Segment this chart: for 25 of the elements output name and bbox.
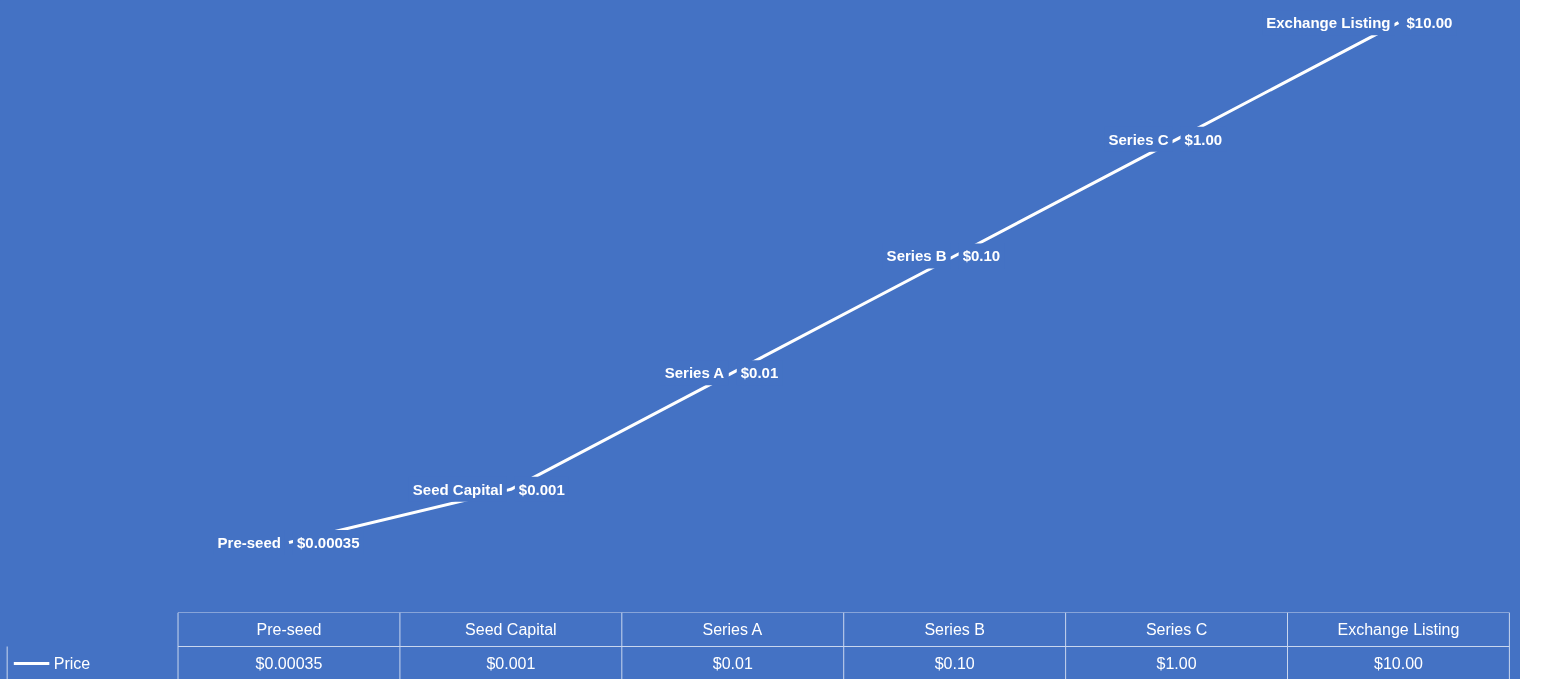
text: $0.01 bbox=[740, 364, 779, 382]
x-tick-label: Seed Capital bbox=[465, 621, 557, 638]
data-label: $10.00 bbox=[1373, 655, 1424, 672]
text: $0.00035 bbox=[296, 534, 360, 551]
data-label: $0.01 bbox=[712, 655, 753, 672]
text: $1.00 bbox=[1184, 130, 1223, 148]
data-label: $1.00 bbox=[1156, 655, 1197, 672]
x-tick-label: Series C bbox=[1145, 621, 1208, 638]
text: $0.001 bbox=[518, 480, 565, 498]
category-label: Series C bbox=[1108, 130, 1169, 148]
text: $0.10 bbox=[962, 247, 1001, 265]
category-label: Series B bbox=[886, 247, 947, 265]
x-tick-label: Series A bbox=[702, 621, 763, 638]
legend-label: Price bbox=[53, 655, 91, 672]
x-tick-label: Series B bbox=[924, 621, 985, 638]
data-label: $0.00035 bbox=[255, 655, 323, 672]
x-tick-label: Pre-seed bbox=[256, 621, 322, 638]
data-label: $0.001 bbox=[486, 655, 536, 672]
category-label: Exchange Listing bbox=[1266, 14, 1391, 32]
data-label: $0.10 bbox=[934, 655, 975, 672]
category-label: Series A bbox=[664, 364, 725, 382]
category-label: Seed Capital bbox=[412, 480, 503, 498]
text: $10.00 bbox=[1406, 14, 1453, 32]
category-label: Pre-seed bbox=[217, 534, 281, 551]
x-tick-label: Exchange Listing bbox=[1337, 621, 1460, 638]
